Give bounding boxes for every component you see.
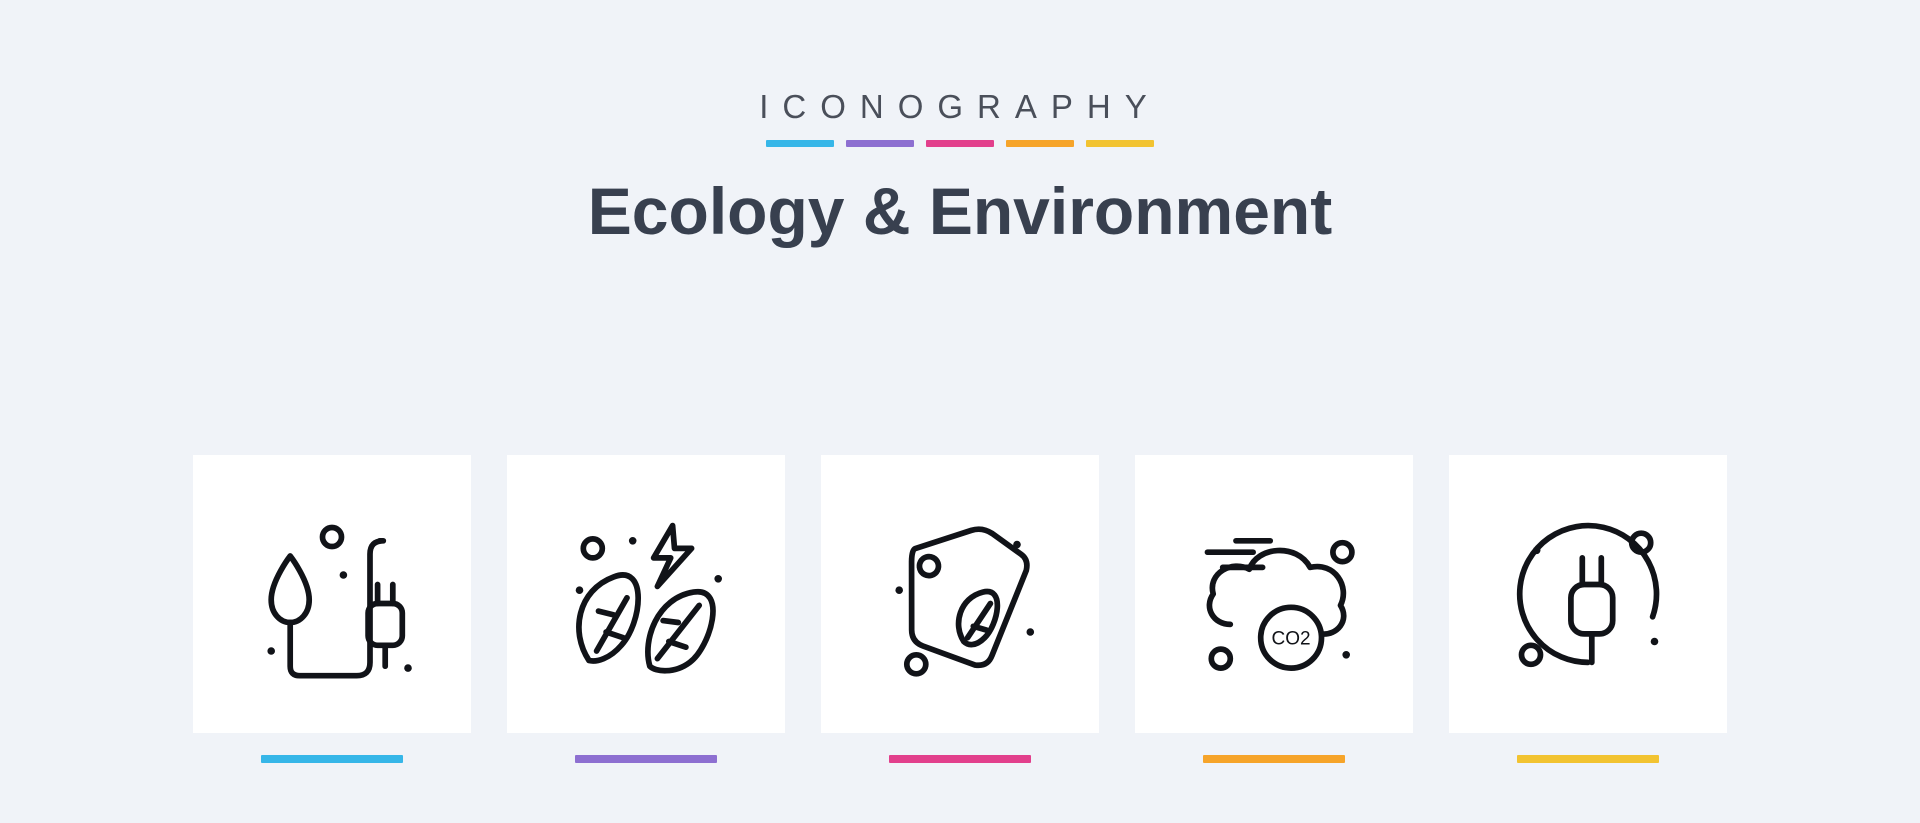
brand-label: ICONOGRAPHY	[0, 88, 1920, 126]
water-power-plug-icon	[237, 499, 427, 689]
card-underline	[889, 755, 1031, 763]
stripe-2	[846, 140, 914, 147]
eco-tag-icon	[865, 499, 1055, 689]
header: ICONOGRAPHY Ecology & Environment	[0, 0, 1920, 249]
stripe-5	[1086, 140, 1154, 147]
svg-text:CO2: CO2	[1272, 628, 1311, 649]
icon-card-power-plug-circle	[1449, 455, 1727, 763]
icon-tile	[193, 455, 471, 733]
icon-tile	[821, 455, 1099, 733]
card-underline	[261, 755, 403, 763]
power-plug-circle-icon	[1493, 499, 1683, 689]
stripe-4	[1006, 140, 1074, 147]
icon-card-eco-tag	[821, 455, 1099, 763]
icon-grid: CO2	[0, 455, 1920, 763]
card-underline	[1517, 755, 1659, 763]
icon-tile	[507, 455, 785, 733]
icon-tile: CO2	[1135, 455, 1413, 733]
stripe-1	[766, 140, 834, 147]
co2-cloud-icon: CO2	[1179, 499, 1369, 689]
icon-tile	[1449, 455, 1727, 733]
card-underline	[575, 755, 717, 763]
leaf-energy-icon	[551, 499, 741, 689]
page-title: Ecology & Environment	[0, 173, 1920, 249]
brand-stripes	[0, 140, 1920, 147]
icon-card-co2-cloud: CO2	[1135, 455, 1413, 763]
card-underline	[1203, 755, 1345, 763]
stripe-3	[926, 140, 994, 147]
icon-card-water-power-plug	[193, 455, 471, 763]
icon-card-leaf-energy	[507, 455, 785, 763]
